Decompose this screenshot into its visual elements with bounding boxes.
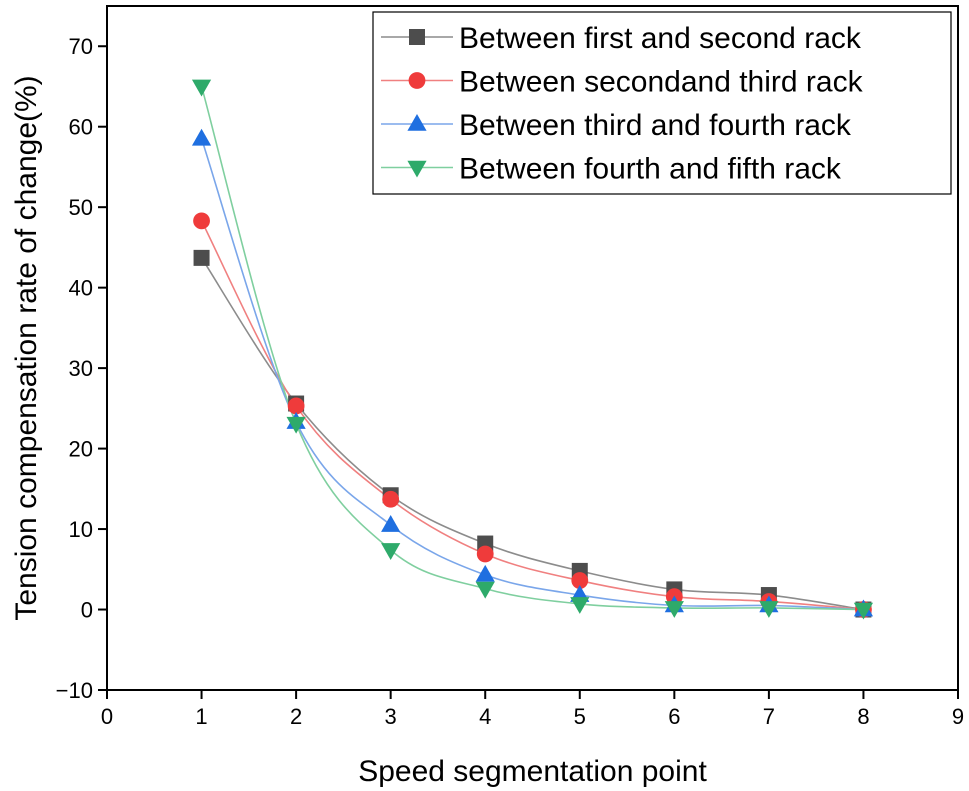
data-point-series-3 <box>381 515 401 532</box>
legend-box <box>372 11 952 195</box>
legend-label-4: Between fourth and fifth rack <box>459 153 842 186</box>
y-tick-label: −10 <box>56 678 93 703</box>
x-tick-label: 1 <box>195 704 207 729</box>
x-tick-label: 8 <box>857 704 869 729</box>
data-point-series-2 <box>382 490 400 508</box>
data-point-series-4 <box>853 602 874 620</box>
legend-marker-4 <box>407 160 427 178</box>
data-point-series-4 <box>475 581 495 599</box>
y-tick-label: 40 <box>69 276 93 301</box>
x-tick-label: 2 <box>290 704 302 729</box>
x-axis: 0 1 2 3 4 5 6 7 8 9 <box>101 690 964 729</box>
x-tick-label: 7 <box>763 704 775 729</box>
x-axis-title: Speed segmentation point <box>358 755 707 788</box>
y-tick-label: 30 <box>69 356 93 381</box>
data-point-series-2 <box>571 572 589 589</box>
data-point-series-4 <box>286 416 306 434</box>
series-line-2 <box>200 220 864 611</box>
data-point-series-2 <box>287 397 305 415</box>
legend-marker-1 <box>409 29 425 45</box>
x-tick-label: 0 <box>101 704 113 729</box>
y-axis-title: Tension compensation rate of change(%) <box>10 75 43 620</box>
data-point-series-1 <box>193 249 210 266</box>
series-line-3 <box>200 138 864 611</box>
data-point-series-4 <box>570 597 590 614</box>
y-tick-label: 60 <box>69 115 93 140</box>
y-tick-label: 70 <box>69 34 93 59</box>
legend-marker-3 <box>407 114 427 131</box>
data-point-series-2 <box>476 545 494 563</box>
data-point-series-3 <box>475 564 495 582</box>
x-tick-label: 3 <box>385 704 397 729</box>
data-point-series-4 <box>664 601 684 618</box>
legend: Between first and second rack Between sec… <box>372 11 952 195</box>
legend-label-3: Between third and fourth rack <box>459 109 852 142</box>
y-tick-label: 0 <box>81 598 93 623</box>
x-tick-label: 6 <box>668 704 680 729</box>
legend-label-2: Between secondand third rack <box>459 66 864 99</box>
y-tick-label: 50 <box>69 195 93 220</box>
y-tick-label: 20 <box>69 437 93 462</box>
legend-marker-2 <box>408 72 426 89</box>
series-markers-layer <box>191 79 874 620</box>
data-point-series-4 <box>759 601 779 618</box>
x-tick-label: 9 <box>952 704 964 729</box>
data-point-series-2 <box>193 212 210 230</box>
plot-area-frame <box>106 5 959 691</box>
data-point-series-4 <box>381 543 401 560</box>
legend-label-1: Between first and second rack <box>459 22 862 55</box>
data-point-series-3 <box>191 128 212 146</box>
data-point-series-4 <box>191 79 212 97</box>
x-tick-label: 5 <box>574 704 586 729</box>
y-tick-label: 10 <box>69 517 93 542</box>
y-axis: −10 0 10 20 30 40 50 60 70 <box>56 34 107 703</box>
x-tick-label: 4 <box>479 704 491 729</box>
